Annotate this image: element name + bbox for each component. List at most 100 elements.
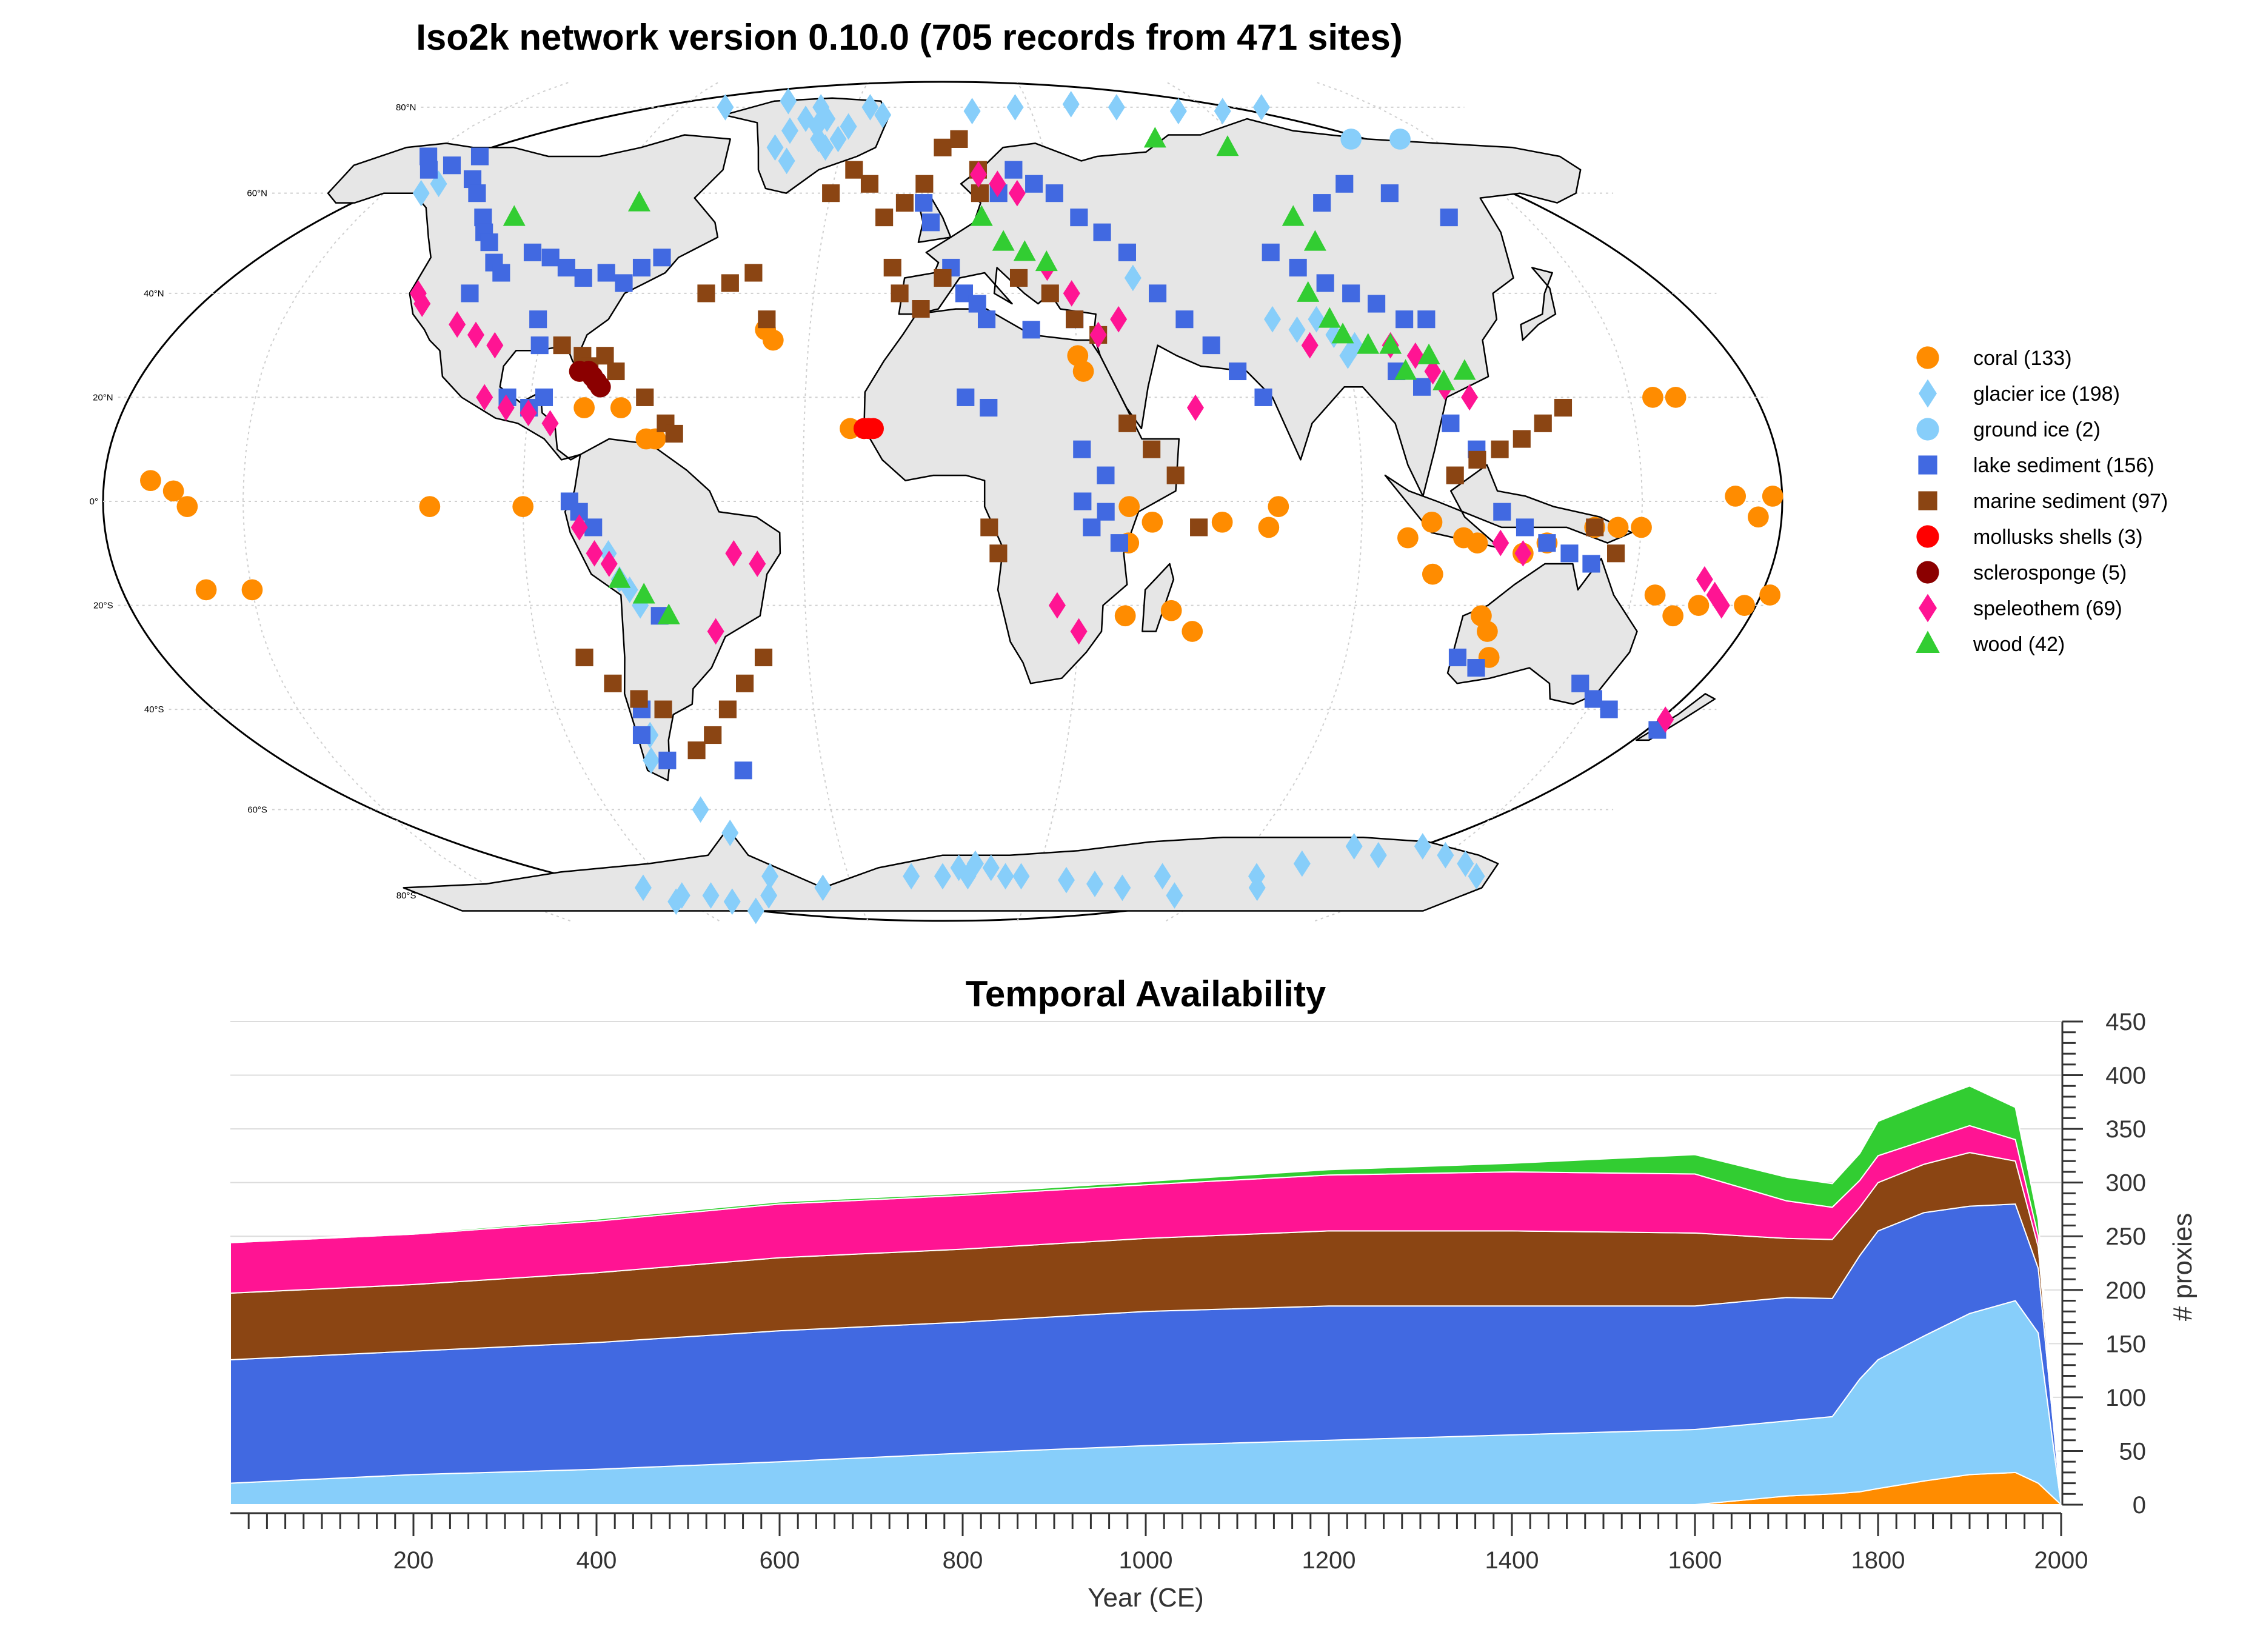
latitude-label: 40°N — [144, 289, 164, 299]
coral-marker — [1421, 511, 1443, 533]
speleothem-marker — [1696, 566, 1713, 593]
marine-sediment-marker — [1041, 284, 1059, 303]
coral-marker — [573, 397, 595, 418]
glacier-ice-marker — [702, 882, 720, 909]
coral-marker — [1644, 584, 1666, 606]
coral-marker — [1642, 387, 1663, 408]
coral-marker — [1422, 563, 1443, 585]
glacier-ice-marker — [1457, 850, 1474, 877]
coral-marker — [1397, 527, 1419, 549]
wood-marker — [632, 583, 655, 604]
lake-sediment-marker — [1073, 440, 1091, 458]
marine-sediment-marker — [1468, 450, 1486, 469]
marine-sediment-marker — [1534, 414, 1552, 432]
wood-marker — [992, 230, 1015, 251]
lake-sediment-marker — [980, 398, 998, 417]
coral-marker — [1142, 511, 1163, 533]
wood-marker — [1394, 359, 1417, 380]
lake-sediment-marker — [1022, 321, 1040, 339]
marine-sediment-marker — [596, 347, 614, 365]
y-tick-label: 250 — [2105, 1223, 2146, 1250]
glacier-ice-marker — [1248, 874, 1266, 901]
coral-marker — [1725, 486, 1747, 507]
y-tick-label: 350 — [2105, 1116, 2146, 1143]
lake-sediment-marker — [1149, 284, 1167, 303]
glacier-ice-marker — [1468, 863, 1485, 890]
lake-sediment-marker — [1584, 690, 1602, 708]
marine-sediment-marker — [636, 388, 654, 406]
marine-sediment-marker — [665, 424, 683, 443]
coral-marker — [1759, 584, 1781, 606]
ground-ice-marker — [1340, 129, 1362, 150]
marine-sediment-marker — [1166, 466, 1185, 484]
marine-sediment-marker — [971, 184, 989, 202]
world-map: 80°N 60°N 40°N 20°N 0° 20°S 40°S 60°S 80°S — [90, 81, 1783, 925]
lake-sediment-marker — [1417, 310, 1436, 329]
marine-sediment-marker — [654, 700, 672, 718]
x-tick-label: 800 — [943, 1547, 983, 1574]
wood-marker — [657, 603, 680, 624]
speleothem-marker — [497, 394, 515, 421]
wood-marker — [1013, 240, 1036, 261]
lake-sediment-marker — [1093, 223, 1111, 241]
lake-sediment-marker — [529, 310, 547, 329]
lake-sediment-marker — [734, 761, 752, 780]
coral-marker — [1477, 621, 1498, 642]
temporal-chart-title: Temporal Availability — [966, 974, 1326, 1014]
lake-sediment-marker — [530, 336, 549, 355]
temporal-availability-chart: 200 400 600 800 1000 1200 1400 1600 1800 2000 0 50 1… — [230, 1009, 2146, 1574]
map-title: Iso2k network version 0.10.0 (705 record… — [416, 17, 1402, 58]
lake-sediment-marker — [1262, 243, 1280, 261]
lake-sediment-marker — [1600, 700, 1618, 718]
speleothem-marker — [600, 550, 618, 577]
lake-sediment-marker — [632, 258, 651, 277]
lake-sediment-marker — [1368, 295, 1386, 313]
coral-marker — [1182, 621, 1203, 642]
wood-marker — [1035, 250, 1058, 272]
lake-sediment-marker — [1074, 492, 1092, 510]
coral-marker — [1665, 387, 1686, 408]
speleothem-marker — [467, 321, 484, 349]
glacier-ice-marker — [1437, 841, 1454, 869]
lake-sediment-marker — [597, 264, 615, 282]
coral-marker — [644, 428, 666, 450]
marine-sediment-marker — [704, 726, 722, 744]
lake-sediment-marker — [474, 209, 492, 227]
glacier-ice-marker — [1169, 98, 1187, 125]
x-axis-label: Year (CE) — [1088, 1583, 1204, 1613]
glacier-ice-marker — [997, 863, 1014, 890]
speleothem-marker — [970, 161, 988, 188]
speleothem-marker — [1186, 394, 1204, 421]
continent-japan — [1520, 267, 1557, 341]
marine-sediment-marker — [1190, 518, 1208, 537]
marine-sediment-marker — [989, 544, 1008, 563]
speleothem-marker — [541, 410, 559, 437]
x-tick-label: 200 — [393, 1547, 434, 1574]
lake-sediment-marker — [443, 156, 461, 175]
wood-marker — [1417, 343, 1440, 364]
glacier-ice-marker — [760, 882, 778, 909]
y-tick-label: 450 — [2105, 1009, 2146, 1035]
latitude-label: 60°S — [247, 804, 267, 815]
wood-marker — [627, 190, 650, 212]
glacier-ice-marker — [634, 874, 652, 901]
glacier-ice-marker — [840, 113, 857, 140]
lake-sediment-marker — [420, 161, 438, 179]
glacier-ice-marker — [797, 105, 815, 132]
latitude-labels: 80°N 60°N 40°N 20°N 0° 20°S 40°S 60°S 80°S — [90, 102, 416, 901]
glacier-ice-marker — [1308, 306, 1325, 333]
marine-sediment-marker — [758, 310, 776, 329]
marine-sediment-marker — [860, 175, 879, 193]
speleothem-marker — [989, 170, 1006, 198]
glacier-ice-marker — [673, 882, 690, 909]
wood-marker — [1216, 135, 1239, 156]
lake-sediment-marker — [557, 258, 575, 277]
ground-ice-marker — [1389, 129, 1411, 150]
glacier-ice-marker — [761, 863, 779, 890]
coral-marker — [1211, 511, 1233, 533]
lake-sediment-marker — [1538, 534, 1556, 552]
lake-sediment-marker — [1118, 243, 1136, 261]
glacier-ice-marker — [1264, 306, 1282, 333]
marine-sediment-marker — [883, 258, 901, 277]
glacier-ice-marker — [1293, 850, 1311, 877]
